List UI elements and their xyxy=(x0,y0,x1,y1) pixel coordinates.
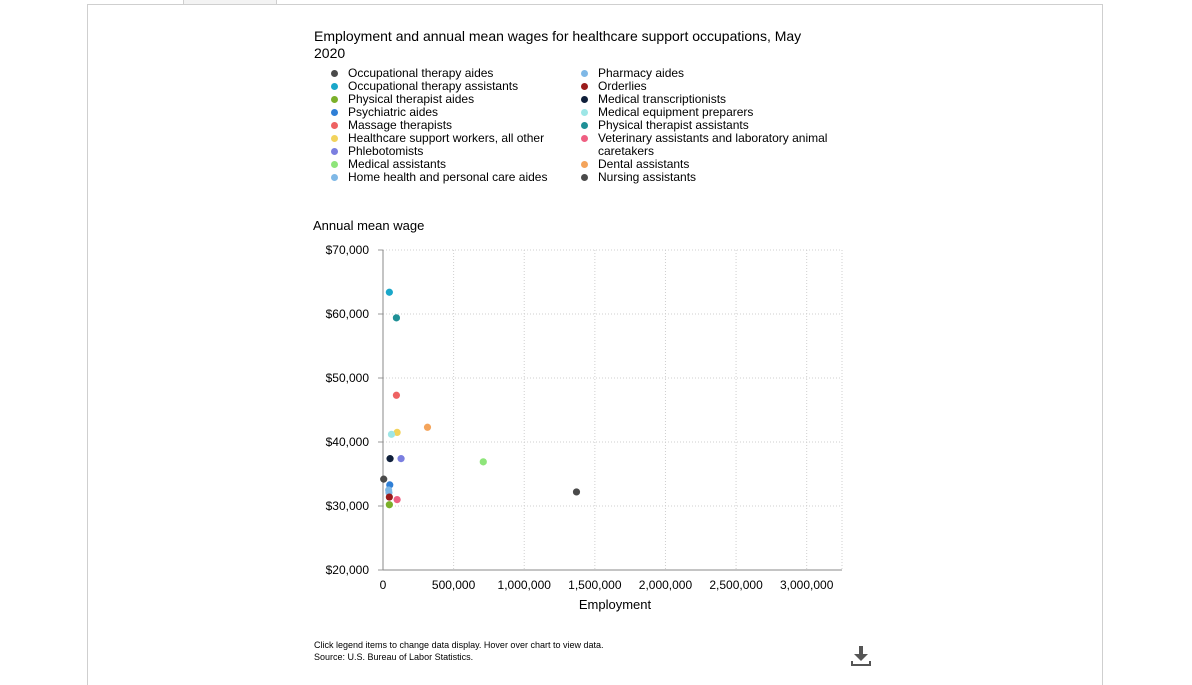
legend-marker xyxy=(581,96,588,103)
legend-label: Physical therapist assistants xyxy=(598,118,749,132)
y-tick-label: $70,000 xyxy=(326,243,370,257)
legend-item-pharmacy-aides[interactable]: Pharmacy aides xyxy=(581,67,841,80)
data-point-physical-therapist-assistants[interactable] xyxy=(392,314,401,322)
chart-footer: Click legend items to change data displa… xyxy=(314,639,603,663)
legend-left: Occupational therapy aides Occupational t… xyxy=(331,67,571,184)
legend-label: Phlebotomists xyxy=(348,144,424,158)
legend-marker xyxy=(331,109,338,116)
legend-item-medical-equipment-preparers[interactable]: Medical equipment preparers xyxy=(581,106,841,119)
legend-marker xyxy=(331,122,338,129)
data-point-medical-equipment-preparers[interactable] xyxy=(387,430,396,438)
legend-marker xyxy=(331,161,338,168)
x-tick-label: 1,500,000 xyxy=(568,578,622,592)
legend-item-dental-assistants[interactable]: Dental assistants xyxy=(581,158,841,171)
legend-item-orderlies[interactable]: Orderlies xyxy=(581,80,841,93)
legend-label: Veterinary assistants and laboratory ani… xyxy=(598,131,828,158)
y-tick-label: $50,000 xyxy=(326,371,370,385)
legend-label: Psychiatric aides xyxy=(348,105,439,119)
x-tick-label: 1,000,000 xyxy=(498,578,552,592)
chart-title: Employment and annual mean wages for hea… xyxy=(314,28,802,61)
data-point-massage-therapists[interactable] xyxy=(392,391,401,399)
y-tick-label: $40,000 xyxy=(326,435,370,449)
legend-marker xyxy=(581,109,588,116)
footer-source: Source: U.S. Bureau of Labor Statistics. xyxy=(314,652,474,662)
legend-label: Massage therapists xyxy=(348,118,453,132)
chart-frame xyxy=(87,4,1103,685)
legend-item-veterinary-assistants-and-laboratory-animal-caretakers[interactable]: Veterinary assistants and laboratory ani… xyxy=(581,132,841,158)
x-tick-label: 500,000 xyxy=(432,578,476,592)
legend-marker xyxy=(331,83,338,90)
legend-label: Medical equipment preparers xyxy=(598,105,754,119)
legend-label: Dental assistants xyxy=(598,157,690,171)
x-tick-label: 2,000,000 xyxy=(639,578,693,592)
legend-item-physical-therapist-assistants[interactable]: Physical therapist assistants xyxy=(581,119,841,132)
data-point-veterinary-assistants-and-laboratory-animal-caretakers[interactable] xyxy=(393,496,401,504)
data-point-physical-therapist-aides[interactable] xyxy=(385,501,393,509)
legend-right: Pharmacy aides Orderlies Medical transcrip… xyxy=(581,67,841,184)
legend-item-massage-therapists[interactable]: Massage therapists xyxy=(331,119,571,132)
footer-note: Click legend items to change data displa… xyxy=(314,640,604,650)
legend-label: Home health and personal care aides xyxy=(348,170,548,184)
legend-marker xyxy=(331,70,338,77)
data-point-healthcare-support-workers-all-other[interactable] xyxy=(393,428,401,436)
legend-item-occupational-therapy-assistants[interactable]: Occupational therapy assistants xyxy=(331,80,571,93)
data-point-dental-assistants[interactable] xyxy=(423,423,432,431)
legend-label: Medical assistants xyxy=(348,157,447,171)
legend-marker xyxy=(581,174,588,181)
legend-marker xyxy=(581,83,588,90)
legend-label: Occupational therapy aides xyxy=(348,66,494,80)
legend-label: Nursing assistants xyxy=(598,170,697,184)
tab-stub[interactable] xyxy=(183,0,277,5)
y-axis-label: Annual mean wage xyxy=(313,218,425,233)
y-tick-label: $20,000 xyxy=(326,563,370,577)
legend-marker xyxy=(581,70,588,77)
legend-marker xyxy=(331,135,338,142)
legend-marker xyxy=(331,96,338,103)
y-tick-label: $30,000 xyxy=(326,499,370,513)
legend-label: Healthcare support workers, all other xyxy=(348,131,545,145)
legend-item-nursing-assistants[interactable]: Nursing assistants xyxy=(581,171,841,184)
legend-label: Occupational therapy assistants xyxy=(348,79,519,93)
x-tick-label: 2,500,000 xyxy=(709,578,763,592)
data-point-phlebotomists[interactable] xyxy=(397,455,405,463)
legend-item-psychiatric-aides[interactable]: Psychiatric aides xyxy=(331,106,571,119)
data-point-orderlies[interactable] xyxy=(385,493,393,501)
x-axis-label: Employment xyxy=(578,597,652,612)
legend-item-phlebotomists[interactable]: Phlebotomists xyxy=(331,145,571,158)
legend-item-healthcare-support-workers-all-other[interactable]: Healthcare support workers, all other xyxy=(331,132,571,145)
data-point-occupational-therapy-assistants[interactable] xyxy=(385,288,393,296)
data-point-medical-transcriptionists[interactable] xyxy=(386,455,394,463)
scatter-plot[interactable]: $20,000 $30,000 $40,000 $50,000 $60,000 $70,0… xyxy=(0,0,1192,670)
legend-label: Orderlies xyxy=(598,79,647,93)
y-tick-label: $60,000 xyxy=(326,307,370,321)
legend-label: Physical therapist aides xyxy=(348,92,475,106)
legend-marker xyxy=(331,148,338,155)
legend-item-occupational-therapy-aides[interactable]: Occupational therapy aides xyxy=(331,67,571,80)
download-icon xyxy=(851,646,871,666)
legend-marker xyxy=(581,122,588,129)
data-point-nursing-assistants[interactable] xyxy=(572,488,581,496)
data-point-medical-assistants[interactable] xyxy=(479,458,487,466)
x-tick-label: 0 xyxy=(380,578,387,592)
download-button[interactable] xyxy=(848,644,874,668)
legend-item-medical-transcriptionists[interactable]: Medical transcriptionists xyxy=(581,93,841,106)
data-point-occupational-therapy-aides[interactable] xyxy=(380,475,388,483)
legend-label: Pharmacy aides xyxy=(598,66,685,80)
x-tick-label: 3,000,000 xyxy=(780,578,834,592)
legend-item-physical-therapist-aides[interactable]: Physical therapist aides xyxy=(331,93,571,106)
legend-label: Medical transcriptionists xyxy=(598,92,727,106)
legend-marker xyxy=(581,161,588,168)
legend-marker xyxy=(581,135,588,142)
legend-marker xyxy=(331,174,338,181)
legend-item-home-health-and-personal-care-aides[interactable]: Home health and personal care aides xyxy=(331,171,571,184)
legend-item-medical-assistants[interactable]: Medical assistants xyxy=(331,158,571,171)
